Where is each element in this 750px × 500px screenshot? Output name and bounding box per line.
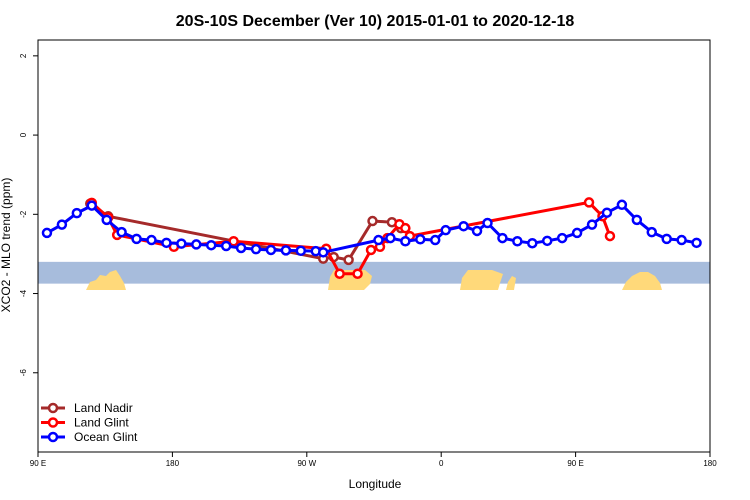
data-point	[367, 215, 378, 227]
data-point	[228, 235, 239, 247]
legend-label: Land Glint	[74, 416, 129, 430]
axes: 90 E 180 90 W 0 90 E 180 2 0 -2 -4 -6	[19, 39, 717, 468]
data-point	[497, 232, 508, 244]
y-tick-label: -6	[19, 369, 28, 377]
y-tick-label: 2	[19, 53, 28, 58]
plot-frame	[37, 39, 711, 453]
y-axis-label: XCO2 - MLO trend (ppm)	[0, 178, 13, 313]
data-point	[191, 239, 202, 250]
data-point	[482, 217, 493, 229]
data-point	[601, 207, 613, 218]
data-point	[583, 197, 595, 208]
data-point	[56, 219, 68, 230]
data-point	[71, 207, 83, 219]
data-point	[429, 234, 441, 246]
data-point	[41, 227, 53, 239]
data-point	[471, 225, 483, 237]
data-point	[101, 214, 112, 226]
data-point	[131, 233, 142, 245]
series-ocean-glint	[41, 199, 702, 258]
data-point	[400, 222, 411, 234]
data-point	[176, 238, 187, 249]
data-point	[373, 234, 384, 246]
data-point	[415, 234, 426, 245]
chart-title: 20S-10S December (Ver 10) 2015-01-01 to …	[176, 13, 575, 30]
x-tick-label: 90 E	[567, 459, 583, 468]
data-point	[205, 239, 217, 251]
y-tick-label: 0	[19, 132, 28, 137]
land-mass-3	[506, 276, 516, 290]
legend-item: Land Nadir	[41, 401, 133, 415]
legend-item: Ocean Glint	[41, 430, 138, 444]
data-point	[295, 245, 307, 257]
legend-label: Ocean Glint	[74, 430, 138, 444]
data-point	[556, 232, 568, 244]
x-axis-label: Longitude	[349, 477, 402, 491]
data-point	[527, 237, 538, 249]
data-point	[661, 233, 672, 245]
legend-item: Land Glint	[41, 416, 129, 430]
data-point	[265, 244, 277, 256]
x-tick-label: 180	[166, 459, 180, 468]
data-point	[343, 254, 354, 266]
x-tick-label: 90 W	[297, 459, 316, 468]
y-tick-label: -2	[19, 210, 28, 218]
data-point	[116, 226, 127, 238]
data-point	[385, 232, 396, 244]
data-point	[604, 230, 616, 242]
land-mass-2	[460, 270, 503, 290]
data-point	[512, 235, 523, 247]
data-point	[571, 227, 583, 239]
data-point	[616, 199, 628, 211]
data-point	[352, 268, 363, 279]
data-point	[280, 245, 292, 256]
data-point	[334, 268, 345, 279]
data-point	[146, 234, 157, 246]
data-point	[691, 237, 702, 249]
x-tick-label: 180	[703, 459, 717, 468]
series-line	[89, 202, 402, 262]
legend-label: Land Nadir	[74, 401, 133, 415]
data-point	[317, 247, 329, 258]
legend-marker	[47, 417, 59, 428]
data-point	[161, 237, 172, 249]
ocean-band	[38, 261, 710, 284]
land-mass-0	[86, 270, 126, 290]
data-point	[250, 243, 262, 255]
x-tick-label: 0	[439, 459, 444, 468]
data-point	[458, 220, 469, 232]
legend-marker	[47, 402, 59, 414]
y-tick-label: -4	[19, 289, 28, 297]
data-point	[235, 242, 247, 254]
data-point	[365, 244, 377, 256]
data-point	[646, 226, 658, 238]
land-mass-4	[622, 272, 662, 290]
data-point	[541, 235, 553, 247]
x-tick-label: 90 E	[30, 459, 46, 468]
map-strip	[38, 261, 710, 290]
plot-series	[41, 197, 702, 279]
data-point	[86, 200, 98, 211]
data-point	[676, 234, 687, 246]
data-point	[631, 214, 643, 226]
series-land-nadir	[85, 198, 407, 266]
data-point	[440, 224, 451, 236]
data-point	[586, 219, 598, 230]
data-point	[400, 235, 411, 247]
data-point	[220, 240, 232, 252]
legend-marker	[47, 431, 59, 443]
